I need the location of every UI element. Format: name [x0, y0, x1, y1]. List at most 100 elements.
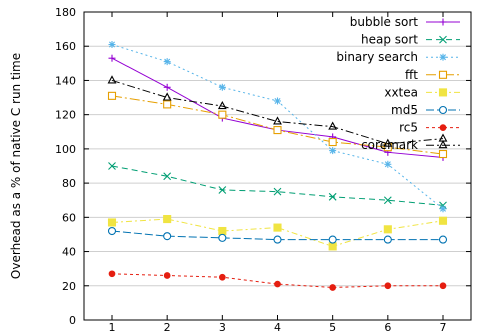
- data-point: [163, 232, 172, 241]
- legend-marker: [439, 35, 447, 44]
- data-point: [108, 41, 116, 49]
- data-point: [273, 235, 282, 244]
- series-binary-search: [108, 41, 447, 213]
- legend-label: bubble sort: [350, 15, 419, 29]
- legend-marker: [438, 70, 448, 79]
- y-tick-label: 20: [62, 280, 76, 293]
- legend-marker: [439, 53, 447, 61]
- x-tick-label: 1: [109, 321, 116, 332]
- legend-marker: [438, 105, 448, 115]
- y-tick-label: 180: [55, 6, 76, 19]
- legend-entry: coremark: [361, 138, 460, 152]
- data-point: [218, 83, 226, 91]
- data-point: [107, 226, 117, 236]
- data-point: [218, 186, 227, 194]
- data-point: [108, 270, 116, 278]
- legend-entry: heap sort: [361, 33, 460, 47]
- legend-marker: [438, 140, 448, 149]
- data-point: [107, 91, 117, 100]
- series-xxtea: [107, 214, 448, 251]
- x-tick-label: 5: [329, 321, 336, 332]
- legend-entry: bubble sort: [350, 15, 460, 29]
- data-point: [439, 282, 447, 290]
- x-tick-label: 7: [440, 321, 447, 332]
- y-tick-label: 80: [62, 177, 76, 190]
- y-tick-label: 40: [62, 246, 76, 259]
- data-point: [274, 280, 281, 288]
- x-tick-label: 6: [384, 321, 391, 332]
- data-point: [383, 196, 392, 205]
- data-point: [274, 97, 281, 105]
- data-point: [163, 58, 171, 66]
- legend-label: xxtea: [384, 85, 418, 99]
- y-tick-label: 0: [69, 314, 76, 327]
- data-point: [218, 233, 227, 242]
- series-fft: [107, 91, 448, 159]
- x-tick-label: 3: [219, 321, 226, 332]
- series-line: [111, 79, 444, 145]
- series-coremark: [107, 75, 448, 147]
- legend: bubble sort heap sort binary search fft xxte…: [336, 15, 460, 152]
- data-point: [328, 192, 337, 201]
- legend-entry: md5: [391, 103, 460, 117]
- series-heap-sort: [108, 162, 447, 210]
- grid: [84, 45, 471, 287]
- data-point: [329, 284, 337, 291]
- legend-label: fft: [405, 68, 418, 82]
- series-rc5: [108, 270, 447, 291]
- data-point: [107, 218, 117, 227]
- data-point: [329, 147, 337, 155]
- data-point: [162, 92, 172, 101]
- legend-marker: [439, 124, 447, 131]
- data-point: [438, 235, 448, 244]
- data-point: [107, 75, 117, 84]
- data-point: [328, 242, 337, 251]
- data-point: [163, 172, 172, 181]
- axes: 0 20 40 60 80 100 120 140 160 180 1 2 3 4 5 6 7: [55, 6, 471, 332]
- y-axis-title: Overhead as a % of native C run time: [9, 53, 23, 279]
- legend-entry: fft: [405, 68, 460, 82]
- legend-label: md5: [391, 103, 418, 117]
- data-point: [383, 138, 393, 147]
- data-point: [108, 54, 116, 62]
- data-point: [218, 273, 226, 281]
- y-tick-label: 60: [62, 211, 76, 224]
- legend-marker: [439, 18, 447, 26]
- data-point: [217, 100, 227, 110]
- legend-label: heap sort: [361, 33, 418, 47]
- data-point: [273, 116, 282, 125]
- data-point: [273, 223, 282, 232]
- data-point: [384, 282, 392, 290]
- data-point: [383, 235, 392, 244]
- y-tick-label: 160: [55, 40, 76, 53]
- data-point: [328, 121, 338, 130]
- x-tick-label: 4: [274, 321, 281, 332]
- data-point: [273, 187, 282, 196]
- legend-label: rc5: [399, 121, 418, 135]
- data-point: [218, 226, 227, 236]
- data-point: [108, 162, 116, 170]
- data-point: [163, 214, 172, 224]
- data-point: [163, 83, 171, 91]
- legend-label: binary search: [336, 50, 418, 64]
- data-point: [438, 216, 448, 225]
- data-point: [163, 272, 171, 279]
- x-tick-label: 2: [164, 321, 171, 332]
- legend-entry: binary search: [336, 50, 460, 64]
- legend-entry: rc5: [399, 121, 460, 135]
- series-layer: [107, 41, 448, 291]
- series-line: [111, 165, 444, 206]
- data-point: [438, 149, 448, 159]
- data-point: [383, 225, 392, 234]
- data-point: [328, 235, 337, 244]
- legend-entry: xxtea: [384, 85, 460, 99]
- y-tick-label: 120: [55, 109, 76, 122]
- data-point: [163, 100, 172, 109]
- data-point: [218, 110, 227, 119]
- data-point: [384, 160, 392, 168]
- data-point: [328, 137, 337, 147]
- data-point: [273, 126, 282, 135]
- y-tick-label: 100: [55, 143, 76, 156]
- y-tick-label: 140: [55, 74, 76, 87]
